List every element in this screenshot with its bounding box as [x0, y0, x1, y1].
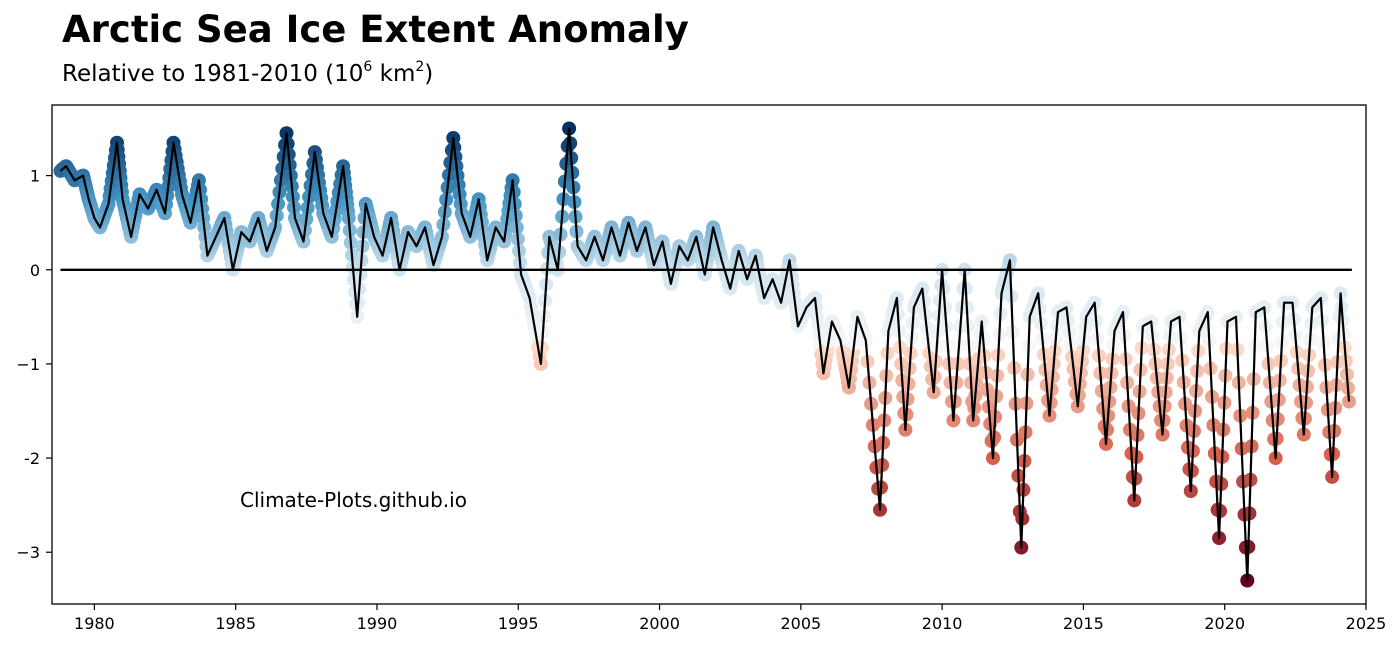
x-tick-label: 2005 [780, 614, 821, 633]
y-tick-label: -2 [24, 449, 40, 468]
x-axis-ticks: 1980 1985 1990 1995 2000 2005 2010 2015 2020 2025 [74, 604, 1386, 633]
x-tick-label: 2000 [639, 614, 680, 633]
x-tick-label: 2025 [1346, 614, 1387, 633]
y-tick-label: −3 [16, 543, 40, 562]
x-tick-label: 1990 [357, 614, 398, 633]
chart-subtitle: Relative to 1981-2010 (106 km2) [62, 58, 433, 90]
color-halo-layer [53, 121, 1356, 588]
subtitle-mid: km [372, 61, 416, 87]
subtitle-exponent-1: 6 [363, 59, 373, 75]
y-tick-label: −1 [16, 355, 40, 374]
x-tick-label: 1995 [498, 614, 539, 633]
y-tick-label: 1 [30, 167, 40, 186]
plot-frame [51, 104, 1367, 605]
x-tick-label: 1980 [74, 614, 115, 633]
y-tick-label: 0 [30, 261, 40, 280]
y-axis-ticks: 1 0 −1 -2 −3 [16, 167, 52, 562]
subtitle-suffix: ) [424, 61, 434, 87]
watermark: Climate-Plots.github.io [240, 488, 467, 512]
subtitle-exponent-2: 2 [415, 59, 425, 75]
chart-title: Arctic Sea Ice Extent Anomaly [62, 8, 689, 51]
x-tick-label: 2015 [1063, 614, 1104, 633]
x-tick-label: 1985 [215, 614, 256, 633]
x-tick-label: 2010 [922, 614, 963, 633]
subtitle-prefix: Relative to 1981-2010 (10 [62, 61, 364, 87]
x-tick-label: 2020 [1204, 614, 1245, 633]
series-line [59, 127, 1351, 582]
